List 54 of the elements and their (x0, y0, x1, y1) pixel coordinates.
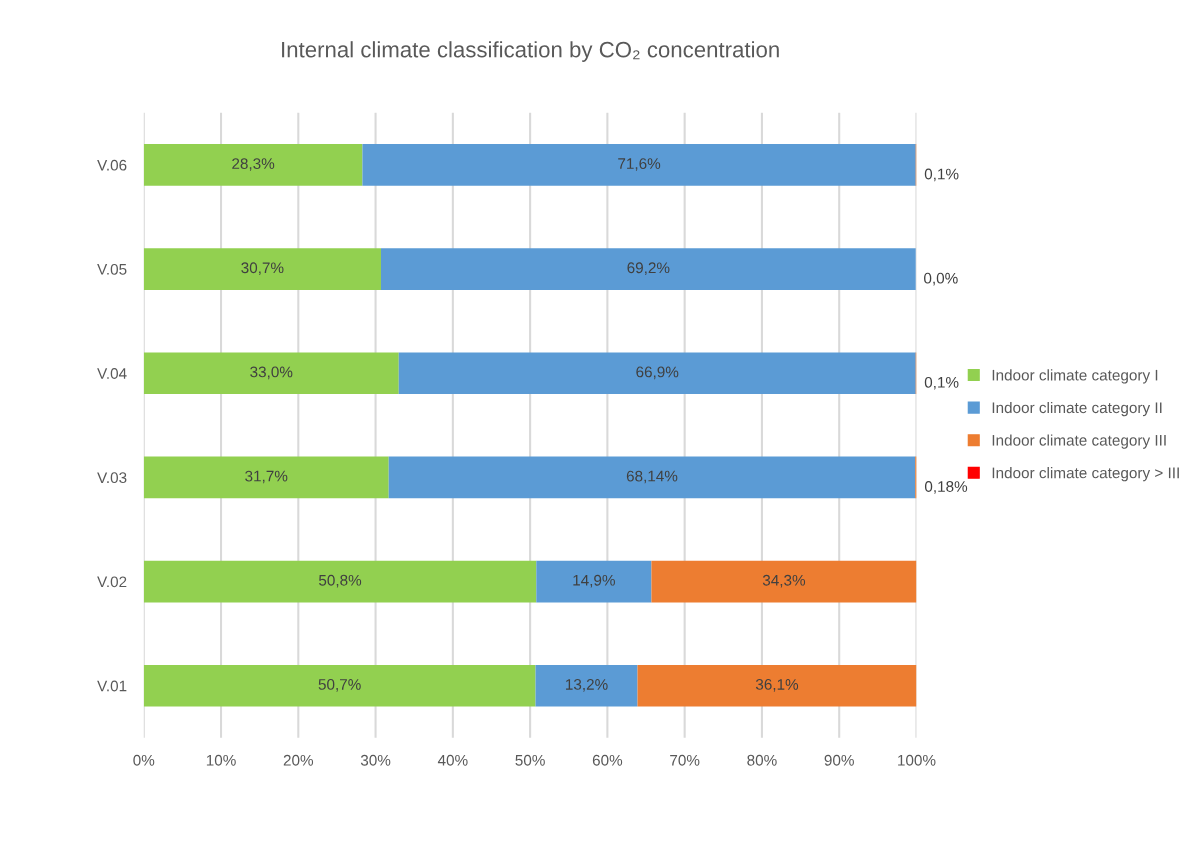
chart-title: Internal climate classification by CO₂ concentration (282, 41, 779, 62)
legend-label: Indoor climate category > III (992, 467, 1179, 482)
bar (398, 352, 916, 395)
legend-label: Indoor climate category II (992, 401, 1162, 417)
bar (380, 248, 916, 290)
bar (651, 560, 917, 603)
data-label: 30,7% (241, 262, 284, 275)
data-label: 28,3% (232, 158, 275, 171)
bar (143, 144, 363, 186)
y-tick-label: V.06 (97, 159, 127, 171)
y-tick-label: V.04 (97, 368, 127, 379)
x-tick-label: 10% (206, 754, 236, 766)
y-tick-label: V.03 (97, 472, 127, 484)
x-tick-label: 0% (133, 754, 155, 766)
y-tick-label: V.05 (97, 263, 127, 275)
data-label: 14,9% (573, 574, 615, 588)
data-label: 50,7% (318, 679, 361, 692)
x-tick-label: 20% (283, 754, 314, 766)
data-label: 0,0% (924, 272, 958, 286)
bar (637, 664, 917, 707)
data-label: 13,2% (566, 679, 608, 692)
bar (143, 664, 536, 707)
x-tick-label: 30% (360, 754, 391, 766)
x-tick-label: 70% (670, 754, 700, 766)
legend-label: Indoor climate category I (992, 369, 1158, 384)
bar (143, 560, 537, 603)
y-tick-label: V.01 (97, 680, 127, 692)
bar (388, 456, 916, 499)
data-label: 69,2% (627, 262, 670, 275)
data-label: 68,14% (626, 470, 678, 484)
bar (536, 560, 652, 603)
bar (362, 144, 916, 186)
bar (143, 248, 381, 290)
x-tick-label: 100% (898, 754, 936, 766)
x-tick-label: 40% (437, 754, 468, 766)
data-label: 36,1% (755, 679, 799, 692)
data-label: 0,1% (924, 168, 959, 182)
data-label: 71,6% (618, 158, 661, 171)
legend-label: Indoor climate category III (992, 434, 1166, 449)
data-label: 34,3% (762, 574, 806, 588)
y-tick-label: V.02 (97, 576, 127, 588)
bar (143, 352, 399, 395)
data-label: 31,7% (245, 470, 288, 484)
data-label: 66,9% (636, 366, 679, 380)
x-tick-label: 60% (592, 754, 623, 766)
x-tick-label: 80% (747, 754, 777, 766)
data-label: 33,0% (250, 366, 293, 380)
bar (535, 664, 638, 707)
data-label: 0,1% (924, 376, 959, 390)
data-label: 50,8% (318, 574, 362, 588)
bar (143, 456, 389, 499)
x-tick-label: 90% (824, 754, 854, 766)
x-tick-label: 50% (515, 754, 545, 766)
data-label: 0,18% (924, 481, 968, 494)
